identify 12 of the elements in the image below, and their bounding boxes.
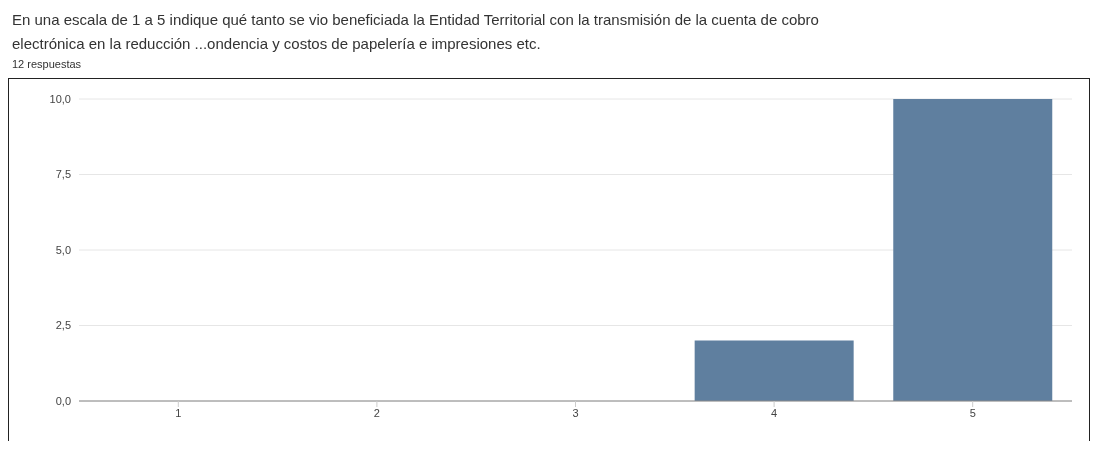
chart-subtitle: 12 respuestas (11, 57, 83, 72)
y-tick-label: 10,0 (49, 92, 71, 105)
x-tick-label: 2 (373, 406, 380, 419)
y-tick-label: 5,0 (55, 243, 71, 256)
chart-title: En una escala de 1 a 5 indique qué tanto se vio beneficiada la Entidad Territorial con la transmisión de la cuenta de cobro electrónica en la reducción ...ondencia y costos de papelería e impresiones etc. (11, 10, 820, 54)
x-tick-label: 4 (771, 406, 778, 419)
x-tick-label: 3 (572, 406, 579, 419)
x-tick-label: 5 (969, 406, 976, 419)
y-tick-label: 0,0 (55, 394, 71, 407)
y-tick-label: 7,5 (55, 168, 71, 181)
x-tick-label: 1 (175, 406, 182, 419)
y-tick-label: 2,5 (55, 319, 71, 332)
